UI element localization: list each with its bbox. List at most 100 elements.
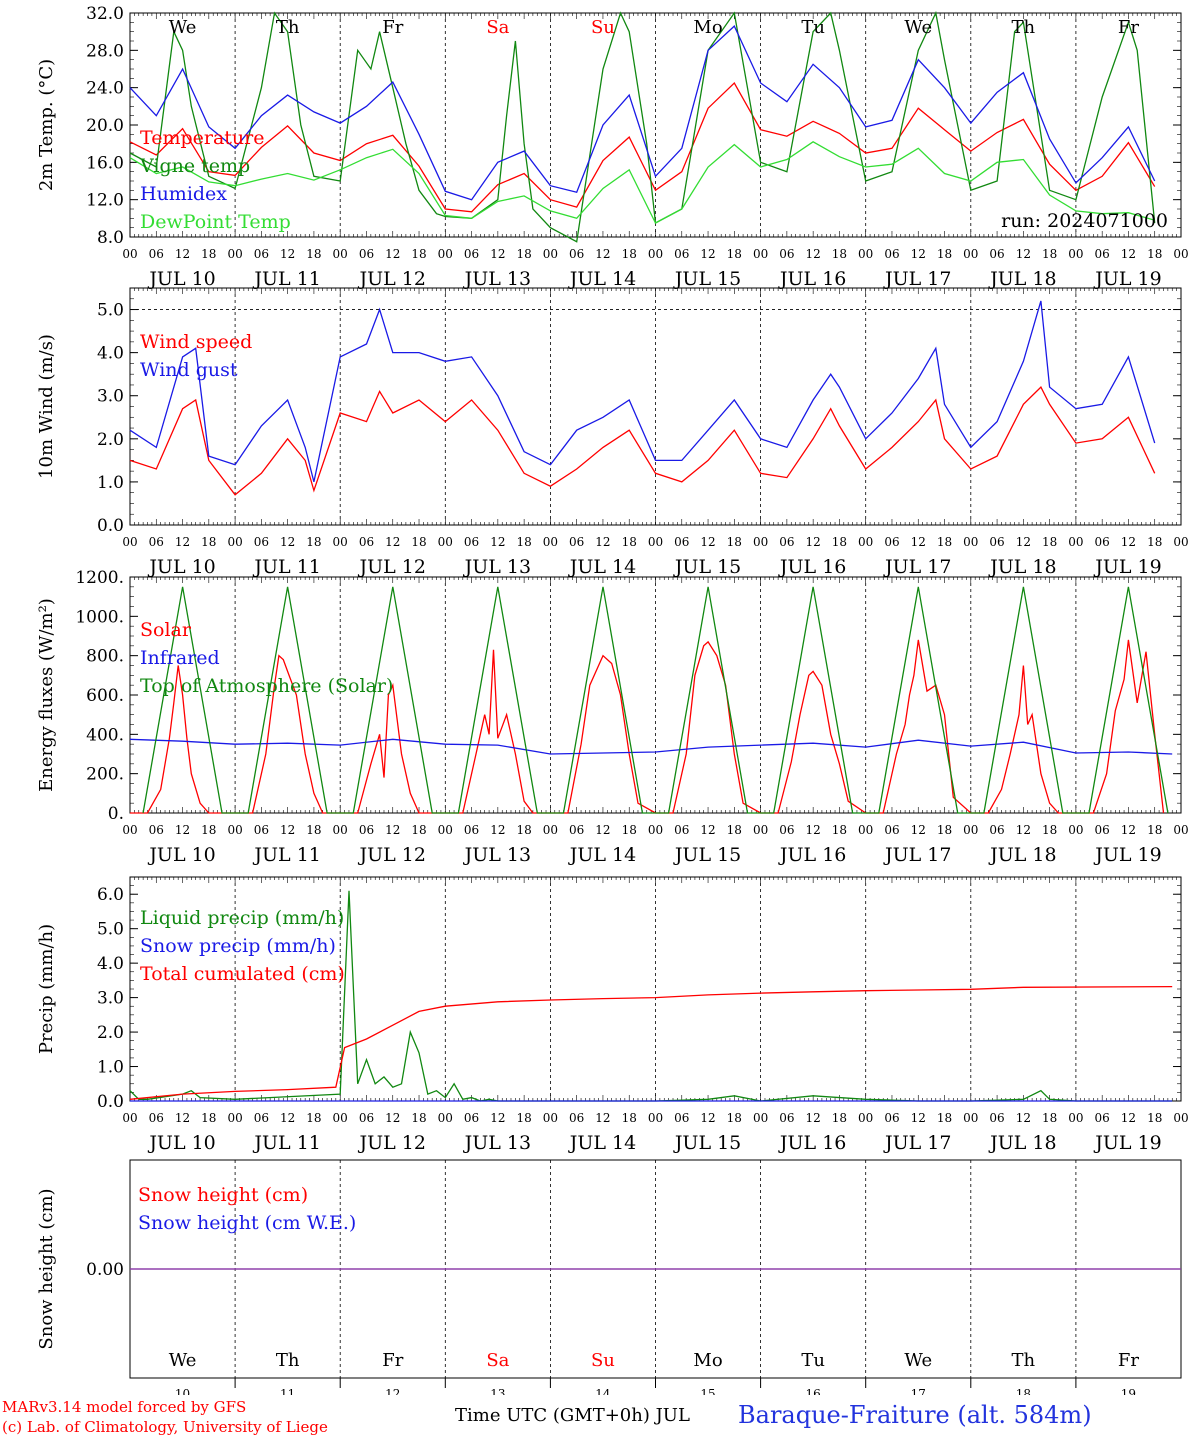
date-label: JUL 18 [988,844,1056,866]
date-label: JUL 11 [252,268,320,290]
date-label: JUL 10 [147,1132,215,1154]
day-number-label: 11 [280,1387,295,1395]
hour-tick-label: 18 [727,535,742,549]
date-label: JUL 14 [568,556,636,578]
hour-tick-label: 06 [674,823,689,837]
hour-tick-label: 12 [1016,535,1031,549]
run-label: run: 2024071000 [1001,210,1168,232]
y-tick-label: 32.0 [86,4,124,24]
hour-tick-label: 12 [700,1111,715,1125]
series-line-vigne-temp [129,10,1156,243]
weekday-label: Fr [1118,1350,1139,1371]
day-number-label: 15 [700,1387,715,1395]
hour-tick-label: 06 [674,247,689,261]
hour-tick-label: 18 [306,535,321,549]
legend-entry: Wind speed [140,331,252,353]
hour-tick-label: 00 [753,823,768,837]
hour-tick-label: 00 [858,1111,873,1125]
hour-tick-label: 00 [648,247,663,261]
hour-tick-label: 06 [884,247,899,261]
hour-tick-label: 06 [569,247,584,261]
hour-tick-label: 06 [254,1111,269,1125]
hour-tick-label: 06 [359,535,374,549]
hour-tick-label: 12 [175,1111,190,1125]
hour-tick-label: 12 [280,247,295,261]
hour-tick-label: 18 [1147,823,1162,837]
y-tick-label: 800. [86,647,124,667]
date-label: JUL 19 [1093,268,1161,290]
series-line-wind-gust [129,300,1156,483]
hour-tick-label: 06 [464,535,479,549]
hour-tick-label: 18 [201,535,216,549]
y-tick-label: 1000. [75,607,124,627]
hour-tick-label: 06 [674,1111,689,1125]
hour-tick-label: 12 [595,247,610,261]
hour-tick-label: 18 [727,1111,742,1125]
hour-tick-label: 00 [963,1111,978,1125]
hour-tick-label: 00 [543,535,558,549]
hour-tick-label: 00 [648,535,663,549]
date-label: JUL 17 [883,1132,951,1154]
y-axis-label: Energy fluxes (W/m²) [36,598,57,792]
hour-tick-label: 18 [622,247,637,261]
y-tick-label: 1.0 [97,1058,124,1078]
hour-tick-label: 12 [175,823,190,837]
legend-entry: Snow height (cm W.E.) [138,1212,356,1234]
day-number-label: 10 [175,1387,190,1395]
y-tick-label: 0.0 [97,516,124,536]
hour-tick-label: 18 [1042,823,1057,837]
series-line-top-of-atmosphere-solar- [142,586,1169,814]
date-label: JUL 16 [778,268,846,290]
date-label: JUL 19 [1093,556,1161,578]
hour-tick-label: 00 [543,823,558,837]
hour-tick-label: 00 [122,535,137,549]
hour-tick-label: 12 [280,823,295,837]
hour-tick-label: 00 [438,247,453,261]
weekday-label: Th [1012,17,1036,38]
hour-tick-label: 18 [832,247,847,261]
hour-tick-label: 18 [411,823,426,837]
hour-tick-label: 00 [858,823,873,837]
hour-tick-label: 12 [911,1111,926,1125]
hour-tick-label: 12 [490,535,505,549]
footer-credits: MARv3.14 model forced by GFS (c) Lab. of… [2,1397,328,1437]
hour-tick-label: 12 [175,247,190,261]
weekday-label: Fr [382,17,403,38]
hour-tick-label: 00 [122,823,137,837]
legend-entry: Top of Atmosphere (Solar) [140,675,393,697]
hour-tick-label: 06 [464,823,479,837]
hour-tick-label: 06 [359,247,374,261]
y-tick-label: 4.0 [97,344,124,364]
date-label: JUL 18 [988,556,1056,578]
y-tick-label: 4.0 [97,954,124,974]
hour-tick-label: 12 [911,823,926,837]
y-tick-label: 8.0 [97,228,124,248]
date-label: JUL 19 [1093,844,1161,866]
hour-tick-label: 18 [306,823,321,837]
hour-tick-label: 00 [227,535,242,549]
legend-entry: Temperature [140,127,264,149]
hour-tick-label: 06 [674,535,689,549]
date-label: JUL 17 [883,844,951,866]
hour-tick-label: 00 [122,1111,137,1125]
weekday-label: Th [276,17,300,38]
legend-entry: Humidex [140,183,227,205]
plot-frame [129,287,1182,526]
hour-tick-label: 12 [385,823,400,837]
y-tick-label: 0.0 [97,1092,124,1112]
hour-tick-label: 00 [1173,823,1188,837]
date-label: JUL 10 [147,268,215,290]
hour-tick-label: 12 [1121,1111,1136,1125]
weekday-label: Fr [1118,17,1139,38]
hour-tick-label: 06 [989,535,1004,549]
day-number-label: 19 [1121,1387,1136,1395]
weekday-label: Su [591,1350,615,1371]
hour-tick-label: 00 [963,535,978,549]
weekday-label: Sa [486,17,509,38]
date-label: JUL 13 [463,844,531,866]
y-tick-label: 0. [108,804,124,824]
meteogram: 8.0 12.0 16.0 20.0 24.0 28.0 32.0 2m Temp. (°C)… [36,4,1189,1395]
date-label: JUL 14 [568,1132,636,1154]
hour-tick-label: 00 [858,535,873,549]
y-tick-label: 600. [86,686,124,706]
